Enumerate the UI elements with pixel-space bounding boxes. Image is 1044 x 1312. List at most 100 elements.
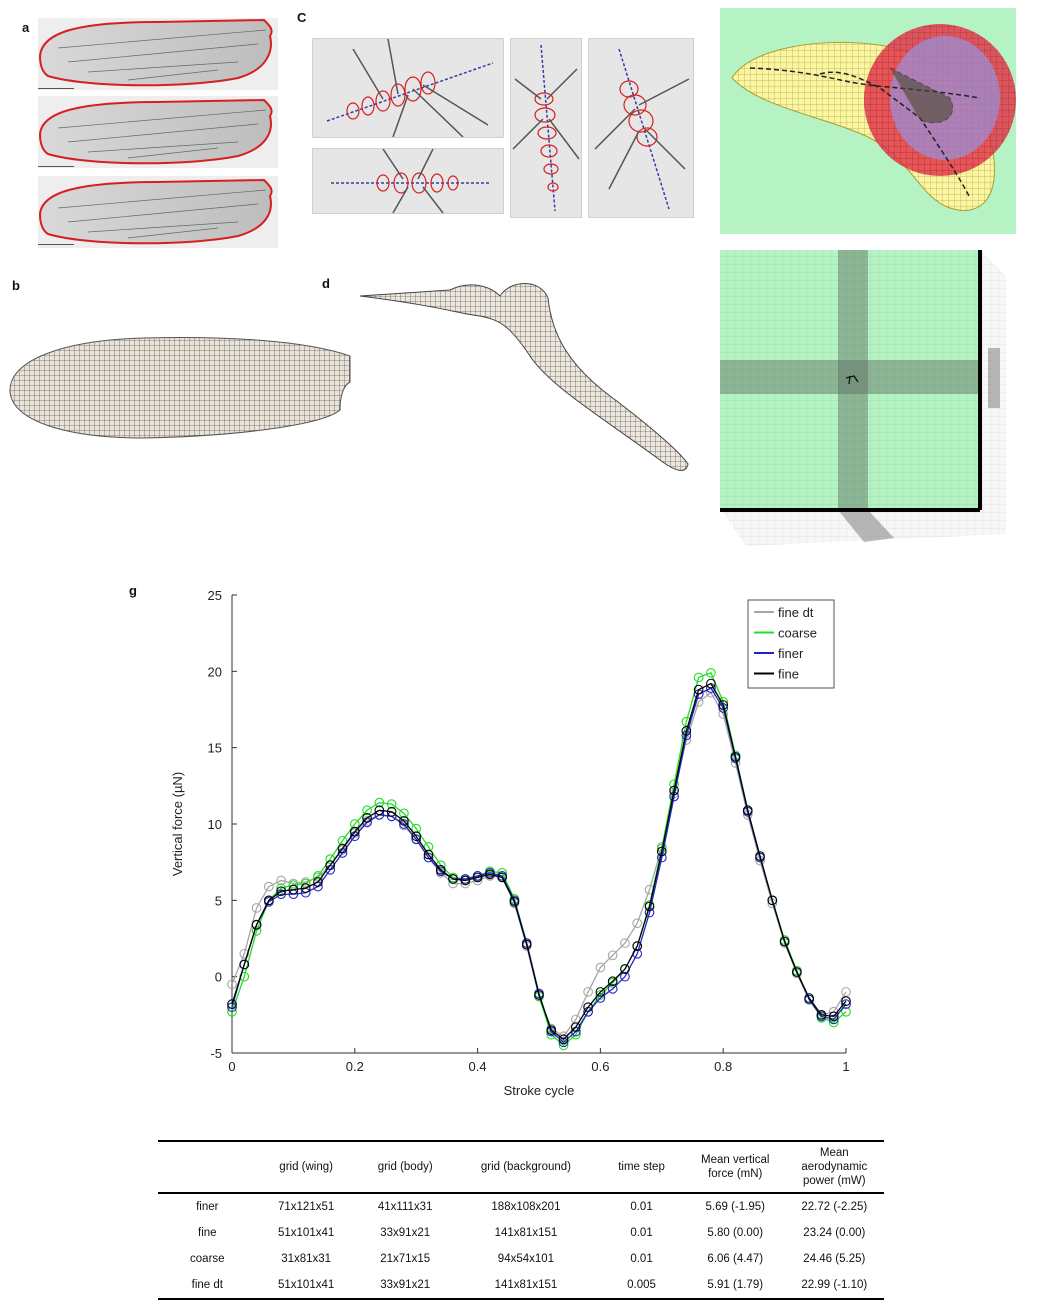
table-header-cell: time step [618, 1161, 665, 1173]
wing-photo-2 [38, 96, 278, 168]
data-point [313, 877, 323, 887]
data-point [583, 1002, 593, 1013]
data-point [706, 678, 716, 689]
table-cell: 5.91 (1.79) [707, 1279, 764, 1291]
data-point [399, 808, 409, 819]
data-point [607, 984, 618, 994]
data-point [534, 990, 544, 1000]
panel-b-wing-mesh [4, 320, 356, 448]
data-point [435, 864, 446, 875]
data-point [792, 967, 802, 977]
table-cell: 23.24 (0.00) [803, 1227, 866, 1239]
y-tick-label: 20 [208, 664, 222, 679]
data-point [841, 999, 851, 1009]
table-cell: 94x54x101 [497, 1253, 555, 1265]
table-cell: 51x101x41 [278, 1227, 335, 1239]
data-point [521, 939, 532, 950]
data-point [669, 785, 679, 796]
table-row: finer 71x121x51 41x111x31 188x108x201 0.01 5.… [158, 1193, 884, 1220]
data-point [607, 976, 618, 987]
panel-label-g: g [129, 583, 137, 598]
mosquito-photo-right [588, 38, 694, 218]
table-cell: 0.01 [630, 1201, 653, 1213]
table-cell: 22.72 (-2.25) [801, 1201, 868, 1213]
y-axis-label: Vertical force (µN) [170, 772, 185, 876]
data-point [841, 987, 851, 997]
data-point [804, 993, 815, 1003]
data-point [558, 1037, 569, 1048]
data-point [828, 1017, 839, 1028]
data-point [227, 1006, 237, 1017]
table-cell: 0.01 [630, 1227, 653, 1239]
data-point [607, 950, 618, 961]
table-header-cell [158, 1141, 257, 1193]
data-point [656, 846, 667, 857]
x-axis-label: Stroke cycle [504, 1083, 575, 1098]
table-cell: 188x108x201 [491, 1201, 561, 1213]
data-point [755, 851, 765, 861]
y-tick-label: 5 [215, 893, 222, 908]
data-point [460, 875, 471, 886]
data-point [632, 918, 643, 929]
legend-label: finer [778, 646, 804, 661]
table-header-cell: grid (body) [377, 1161, 433, 1173]
x-tick-label: 0 [228, 1059, 235, 1074]
table-header-cell: grid (wing) [279, 1161, 333, 1173]
grid-convergence-table: grid (wing) grid (body) grid (background… [158, 1140, 884, 1300]
table-cell: 0.005 [627, 1279, 656, 1291]
table-header-cell: Mean aerodynamic power (mW) [801, 1147, 868, 1187]
data-point [485, 869, 495, 880]
data-point [423, 849, 434, 860]
wing-outlines [38, 18, 278, 248]
panel-label-c: C [297, 10, 307, 25]
data-point [227, 999, 237, 1009]
legend-label: coarse [778, 626, 817, 641]
data-point [644, 901, 655, 912]
data-point [497, 872, 508, 883]
data-point [423, 852, 434, 863]
mosquito-photo-top-left [312, 38, 504, 138]
data-point [399, 819, 409, 829]
legend-label: fine [778, 667, 799, 682]
table-cell: 71x121x51 [278, 1201, 335, 1213]
data-point [362, 813, 372, 823]
data-point [423, 842, 434, 852]
data-point [251, 919, 262, 930]
data-point [411, 823, 422, 834]
table-cell: 41x111x31 [377, 1201, 433, 1213]
y-tick-label: 15 [208, 741, 222, 756]
data-point [632, 941, 643, 951]
data-point [349, 819, 360, 829]
x-tick-label: 0.2 [346, 1059, 364, 1074]
data-point [767, 895, 778, 906]
table-cell: 5.69 (-1.95) [705, 1201, 765, 1213]
data-point [276, 886, 286, 897]
data-point [276, 883, 286, 893]
x-tick-label: 0.4 [469, 1059, 487, 1074]
table-cell: 21x71x15 [380, 1253, 431, 1265]
data-point [681, 726, 692, 736]
data-point [386, 799, 397, 810]
data-point [841, 1006, 851, 1017]
data-point [276, 875, 286, 886]
data-point [730, 751, 741, 762]
data-point [693, 684, 704, 695]
x-tick-label: 0.8 [714, 1059, 732, 1074]
table-header-cell: grid (background) [480, 1161, 571, 1173]
data-point [693, 672, 704, 683]
data-point [325, 860, 336, 871]
data-point [620, 971, 630, 982]
data-point [472, 872, 483, 883]
data-point [620, 938, 630, 948]
table-body: finer 71x121x51 41x111x31 188x108x201 0.01 5.… [158, 1193, 884, 1299]
panel-a-wing-photos [38, 18, 278, 250]
data-point [779, 936, 790, 947]
table-cell: 22.99 (-1.10) [801, 1279, 868, 1291]
data-point [411, 831, 422, 842]
data-point [288, 884, 299, 895]
data-point [558, 1040, 569, 1051]
data-point [595, 987, 606, 997]
data-point [595, 962, 606, 973]
table-cell: 51x101x41 [278, 1279, 335, 1291]
data-point [583, 987, 593, 997]
